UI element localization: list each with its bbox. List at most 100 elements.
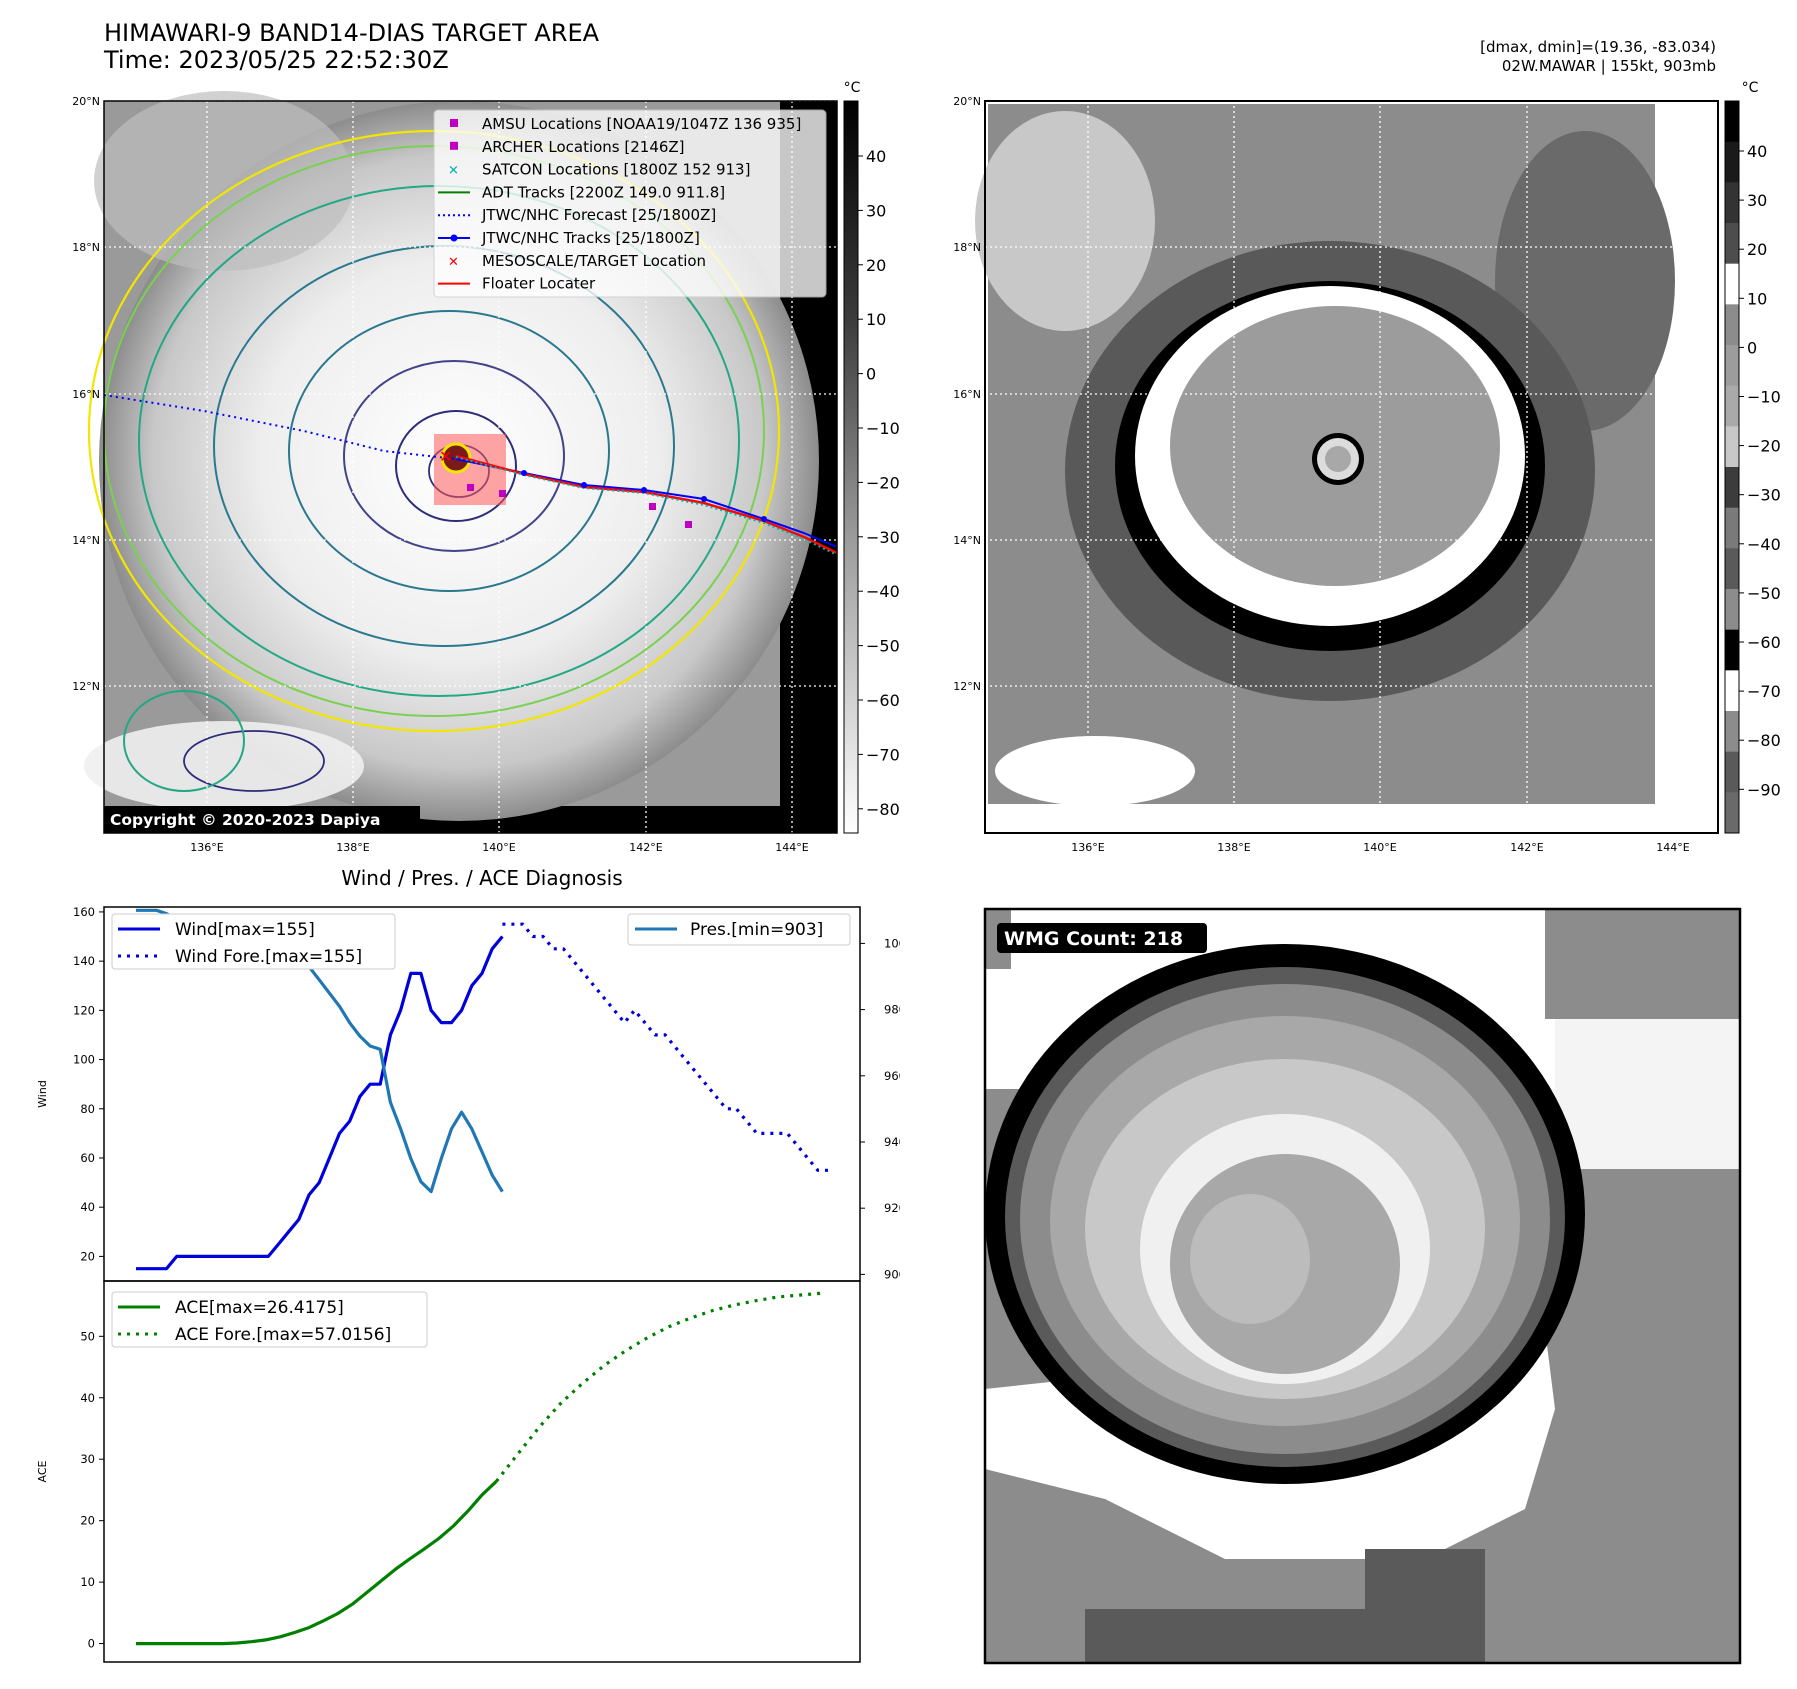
legend-label: Wind Fore.[max=155] xyxy=(175,947,362,967)
colorbar2-tick-label: 30 xyxy=(1747,191,1767,210)
adt-track xyxy=(455,456,838,556)
colorbar2-tick-labels: 40 30 20 10 0 −10 −20 −30 −40 −50 −60 −70 −80 −90 xyxy=(1739,142,1781,799)
series-line xyxy=(495,1291,821,1483)
y-tick-label: 40 xyxy=(80,1200,95,1214)
legend-marker-dot xyxy=(450,234,458,242)
colorbar-tick-label: 20 xyxy=(866,256,886,275)
colorbar2-band xyxy=(1725,263,1739,305)
colorbar2-band xyxy=(1725,223,1739,265)
outer-cloud-nw xyxy=(94,91,354,271)
lat-tick-label: 18°N xyxy=(72,241,100,254)
y-tick-label: 60 xyxy=(80,1151,95,1165)
colorbar-tick-label: −80 xyxy=(866,800,900,819)
lat-tick-label: 18°N xyxy=(953,241,981,254)
y-tick-label: 160 xyxy=(73,905,95,919)
y-axis-label: Wind xyxy=(36,1080,49,1108)
eye-center xyxy=(1325,446,1351,472)
colorbar2-tick-label: −20 xyxy=(1747,437,1781,456)
colorbar2-tick-label: −90 xyxy=(1747,780,1781,799)
colorbar2-tick-label: −40 xyxy=(1747,535,1781,554)
legend-label: SATCON Locations [1800Z 152 913] xyxy=(482,161,750,179)
colorbar2-tick-label: 20 xyxy=(1747,240,1767,259)
lon-tick-label: 140°E xyxy=(1363,841,1396,854)
y-tick-label: 140 xyxy=(73,954,95,968)
colorbar2-band xyxy=(1725,467,1739,509)
ir-colorbar xyxy=(843,100,859,834)
ace-legend xyxy=(111,1291,428,1348)
y-tick-label: 100 xyxy=(73,1053,95,1067)
lon-tick-label: 142°E xyxy=(629,841,662,854)
y-tick-label: 20 xyxy=(80,1514,95,1528)
legend-label: JTWC/NHC Forecast [25/1800Z] xyxy=(481,206,716,224)
colorbar-tick-label: 30 xyxy=(866,201,886,220)
colorbar2-tick-label: −30 xyxy=(1747,486,1781,505)
ace-chart: 0 10 20 30 40 50 ACE ACE[max=26.4175] ACE Fore.[… xyxy=(36,1280,861,1663)
map2-gridlines xyxy=(985,101,1718,833)
colorbar2-band xyxy=(1725,589,1739,631)
y-tick-label: 50 xyxy=(80,1329,95,1343)
title-line-2: Time: 2023/05/25 22:52:30Z xyxy=(104,46,449,74)
colorbar2-band xyxy=(1725,345,1739,387)
colorbar-tick-label: −50 xyxy=(866,637,900,656)
colorbar-tick-label: −10 xyxy=(866,419,900,438)
series-line xyxy=(136,1480,498,1646)
pressure-legend xyxy=(627,913,851,946)
lon-tick-label: 142°E xyxy=(1510,841,1543,854)
target-x-marker: ✕ xyxy=(439,447,452,466)
colorbar2-band xyxy=(1725,670,1739,712)
map2-frame xyxy=(984,100,1719,834)
legend-label: Floater Locater xyxy=(482,275,596,293)
colorbar-tick-labels: 40 30 20 10 0 −10 −20 −30 −40 −50 −60 −70 −80 xyxy=(858,147,900,819)
ir-map-panel: ✕ AMSU Locations [NOAA19/1047Z 136 935]A… xyxy=(72,80,900,854)
enhanced-colorbar xyxy=(1724,100,1740,834)
colorbar2-band xyxy=(1725,711,1739,753)
y-tick-label: 20 xyxy=(80,1249,95,1263)
dmax-dmin-text: [dmax, dmin]=(19.36, -83.034) xyxy=(1480,38,1716,56)
lat-tick-label: 12°N xyxy=(953,680,981,693)
colorbar-tick-label: 10 xyxy=(866,310,886,329)
colorbar2-band xyxy=(1725,304,1739,346)
figure-title: HIMAWARI-9 BAND14-DIAS TARGET AREA Time:… xyxy=(104,20,599,74)
colorbar2-tick-label: 0 xyxy=(1747,338,1757,357)
lat-tick-label: 14°N xyxy=(72,534,100,547)
legend-marker: ✕ xyxy=(448,255,459,270)
colorbar2-band xyxy=(1725,792,1739,834)
map-legend: AMSU Locations [NOAA19/1047Z 136 935] ARC… xyxy=(433,109,827,298)
colorbar2-tick-label: 40 xyxy=(1747,142,1767,161)
lon-tick-label: 140°E xyxy=(482,841,515,854)
colorbar2-tick-label: −50 xyxy=(1747,584,1781,603)
enhanced-sw-cloud xyxy=(995,736,1195,806)
legend-marker xyxy=(450,141,458,150)
lon-tick-label: 138°E xyxy=(1217,841,1250,854)
map-frame xyxy=(103,100,838,834)
wind-pressure-chart: 20 40 60 80 100 120 140 160 900 920 940 960 980 1000 P… xyxy=(36,905,900,1282)
wind-legend xyxy=(111,913,396,970)
lon-tick-label: 144°E xyxy=(1656,841,1689,854)
colorbar2-unit: °C xyxy=(1742,80,1759,96)
y-tick-label: 10 xyxy=(80,1575,95,1589)
colorbar2-band xyxy=(1725,751,1739,793)
colorbar2-band xyxy=(1725,548,1739,590)
lat-tick-label: 20°N xyxy=(953,95,981,108)
colorbar-unit: °C xyxy=(844,80,861,96)
plot-frame xyxy=(103,1280,861,1663)
colorbar2-band xyxy=(1725,507,1739,549)
colorbar2-frame xyxy=(1724,100,1740,834)
target-area-box xyxy=(434,434,506,505)
storm-intensity-text: 02W.MAWAR | 155kt, 903mb xyxy=(1501,57,1716,75)
legend-label: ACE[max=26.4175] xyxy=(175,1298,344,1318)
colorbar2-band xyxy=(1725,101,1739,143)
y2-tick-label: 940 xyxy=(884,1135,900,1149)
y-tick-label: 40 xyxy=(80,1391,95,1405)
lon-tick-label: 136°E xyxy=(1071,841,1104,854)
outer-cloud-sw xyxy=(84,721,364,811)
colorbar2-band xyxy=(1725,385,1739,427)
legend-label: Wind[max=155] xyxy=(175,920,315,940)
wmg-panel: WMG Count: 218 xyxy=(983,907,1742,1665)
latitude-labels: 20°N 18°N 16°N 14°N 12°N xyxy=(72,95,100,693)
legend-label: ACE Fore.[max=57.0156] xyxy=(175,1325,391,1345)
longitude-labels: 136°E 138°E 140°E 142°E 144°E xyxy=(190,841,808,854)
y-tick-label: 0 xyxy=(88,1637,95,1651)
lon-tick-label: 136°E xyxy=(190,841,223,854)
y2-tick-label: 920 xyxy=(884,1201,900,1215)
